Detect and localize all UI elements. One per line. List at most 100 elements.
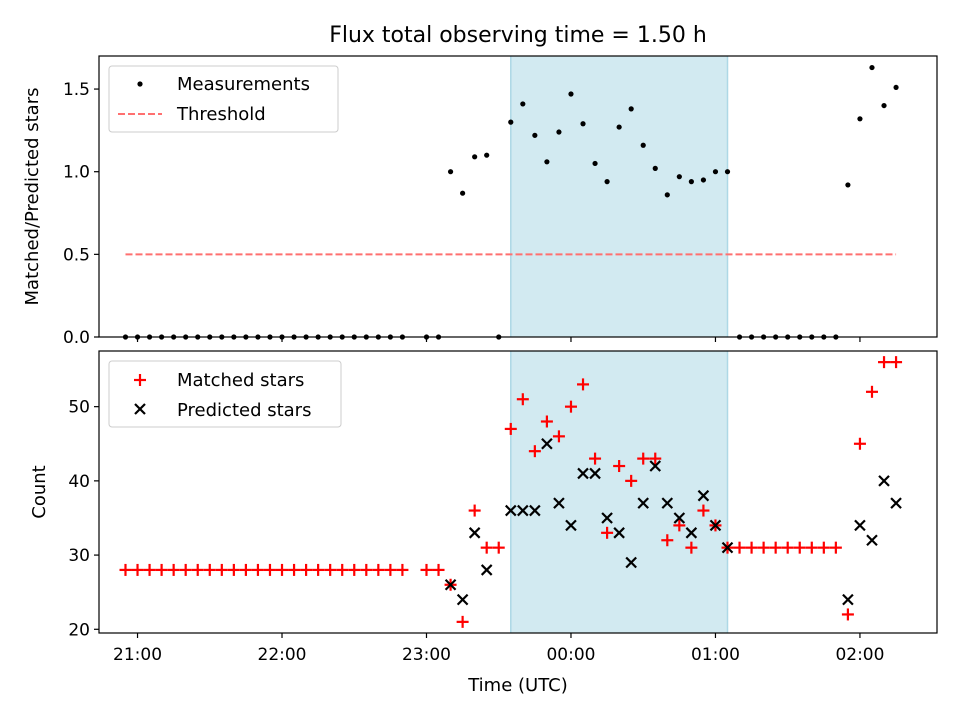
x-tick-label: 02:00 [835,645,884,665]
matched-star-point [348,563,361,576]
predicted-star-point [468,527,481,539]
matched-star-point [251,563,264,576]
predicted-star-point [637,497,649,509]
matched-legend-label: Matched stars [177,370,304,391]
measurement-point [484,152,490,158]
predicted-star-point [661,497,674,509]
matched-star-point [179,563,192,576]
x-tick-label: 01:00 [691,645,740,665]
matched-star-point [564,400,577,413]
measurement-point [592,160,598,167]
matched-star-point [781,541,794,554]
matched-star-point [878,356,891,369]
x-tick-label: 23:00 [402,645,451,665]
top-y-tick-label: 1.5 [63,80,90,100]
bottom-panel: 20 30 40 50 21:00 22:00 23:00 00:00 01:00 02:00 C… [29,350,938,696]
matched-star-point [637,452,650,465]
predicted-legend-marker [134,403,146,415]
measurement-point [724,169,731,175]
measurement-point [712,169,719,175]
predicted-star-point [456,593,469,606]
x-axis-label: Time (UTC) [467,675,568,696]
measurement-point [893,84,899,91]
matched-star-point [384,563,397,576]
matched-star-point [143,563,156,576]
matched-star-point [552,430,565,443]
measurement-point [604,179,610,185]
bottom-y-tick-label: 50 [68,398,90,418]
top-y-tick-label: 1.0 [63,163,90,183]
matched-star-point [733,541,746,554]
matched-star-point [769,541,782,554]
matched-star-point [360,563,373,576]
x-tick-label: 21:00 [113,645,162,665]
matched-star-point [757,541,770,554]
matched-legend-marker [134,374,146,386]
measurement-point [447,169,454,175]
matched-star-point [492,541,505,554]
measurement-point [568,91,574,97]
top-legend: Measurements Threshold [108,65,339,133]
matched-star-point [504,422,517,435]
predicted-star-point [721,541,734,554]
matched-star-point [372,563,385,576]
measurements-legend-label: Measurements [177,74,310,95]
predicted-star-point [613,527,625,539]
matched-star-point [203,563,216,576]
measurement-point [616,124,622,130]
matched-star-point [324,563,337,576]
matched-star-point [817,541,830,554]
measurement-point [556,129,562,135]
predicted-star-point [444,578,457,591]
matched-star-point [601,526,614,539]
measurement-point [508,119,514,125]
matched-star-point [227,563,240,576]
matched-star-point [661,534,674,547]
matched-star-point [673,519,686,532]
top-plot-frame [98,55,938,338]
predicted-star-point [842,593,854,606]
matched-star-point [276,563,289,576]
bottom-plot-frame [98,350,938,634]
matched-star-point [263,563,276,576]
observing-window-shade [510,56,728,337]
top-y-tick-label: 0.5 [63,245,90,265]
measurement-point [544,159,550,165]
predicted-star-point [878,475,890,487]
x-tick-label: 22:00 [258,645,307,665]
matched-star-point [312,563,325,576]
matched-star-point [540,415,553,428]
matched-star-point [336,563,349,576]
predicted-star-point [553,497,565,509]
matched-star-point [841,608,854,621]
matched-star-point [649,452,662,465]
matched-star-point [155,563,168,576]
predicted-star-point [517,504,529,517]
predicted-star-point [589,467,601,480]
predicted-star-point [890,497,902,509]
predicted-star-point [625,556,637,569]
measurement-point [628,106,634,112]
matched-star-point [215,563,228,576]
matched-star-point [793,541,806,554]
predicted-star-point [565,519,577,532]
predicted-star-point [480,564,493,576]
matched-star-point [420,563,433,576]
measurement-point [664,192,670,198]
predicted-star-point [504,504,517,517]
top-y-axis-label: Matched/Predicted stars [22,88,43,306]
threshold-legend-label: Threshold [176,104,266,125]
matched-star-point [516,393,529,406]
measurement-point [652,165,658,171]
measurement-point [676,174,682,180]
matched-star-point [613,460,626,473]
matched-star-point [865,385,878,398]
bottom-y-axis-label: Count [29,465,50,518]
matched-star-point [853,437,866,450]
predicted-legend-label: Predicted stars [177,400,311,421]
measurement-point [700,177,707,183]
bottom-legend: Matched stars Predicted stars [108,360,342,428]
x-tick-label: 00:00 [546,645,595,665]
bottom-y-tick-label: 20 [68,620,90,640]
